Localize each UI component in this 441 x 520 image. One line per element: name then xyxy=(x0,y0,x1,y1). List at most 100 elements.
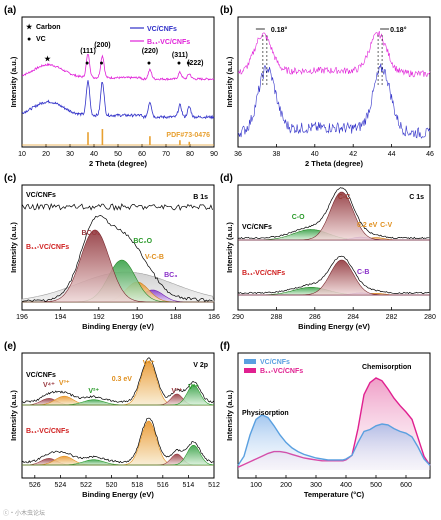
hkl-label: (200) xyxy=(94,42,110,49)
component-label: BCO₂ xyxy=(82,230,101,237)
x-tick-label: 288 xyxy=(271,314,283,321)
x-tick-label: 80 xyxy=(186,151,194,158)
component-label: V⁴⁺ xyxy=(43,382,55,389)
x-tick-label: 516 xyxy=(157,482,169,489)
panel-label: (b) xyxy=(220,5,233,16)
legend-item: B₁₁-VC/CNFs xyxy=(260,368,303,375)
x-axis-label: 2 Theta (degree) xyxy=(305,159,363,168)
y-axis-label: Intensity (a.u.) xyxy=(9,222,18,273)
legend-item: VC/CNFs xyxy=(260,359,290,366)
plot-frame xyxy=(237,352,431,479)
component-label: BC₂O xyxy=(133,238,152,245)
legend-vc: VC xyxy=(36,36,46,43)
peak-marker: ● xyxy=(147,60,151,67)
x-tick-label: 520 xyxy=(106,482,118,489)
component-label: BC₃ xyxy=(164,272,177,279)
component-label: C-V xyxy=(380,222,392,229)
hkl-label: (311) xyxy=(172,52,188,59)
x-tick-label: 50 xyxy=(114,151,122,158)
panel-label: (a) xyxy=(4,5,16,16)
x-tick-label: 192 xyxy=(93,314,105,321)
legend-item: VC/CNFs xyxy=(147,26,177,33)
pdf-label: PDF#73-0476 xyxy=(166,132,210,139)
fit-component xyxy=(22,384,215,406)
x-tick-label: 282 xyxy=(386,314,398,321)
series-line-b11 xyxy=(237,255,430,295)
fit-component xyxy=(238,259,430,296)
fit-component xyxy=(22,444,215,466)
series-line-vc xyxy=(21,202,213,212)
panel-label: (c) xyxy=(4,173,16,184)
x-tick-label: 30 xyxy=(66,151,74,158)
x-axis-label: Binding Energy (eV) xyxy=(298,322,370,331)
fit-component xyxy=(22,229,214,303)
x-tick-label: 522 xyxy=(80,482,92,489)
x-tick-label: 524 xyxy=(55,482,67,489)
component-label: C-B xyxy=(357,269,369,276)
y-axis-label: Intensity (a.u.) xyxy=(225,56,234,107)
legend-carbon: Carbon xyxy=(36,24,61,31)
x-tick-label: 500 xyxy=(370,482,382,489)
x-tick-label: 194 xyxy=(55,314,67,321)
component-label: C-O xyxy=(292,214,305,221)
panel-title: C 1s xyxy=(409,194,424,201)
hkl-label: (222) xyxy=(187,60,203,67)
series-line-b11 xyxy=(21,54,215,81)
x-tick-label: 526 xyxy=(29,482,41,489)
component-label: V⁴⁺ xyxy=(143,360,155,367)
x-tick-label: 514 xyxy=(183,482,195,489)
panel-label: (d) xyxy=(220,173,233,184)
legend-swatch xyxy=(244,359,256,364)
x-tick-label: 36 xyxy=(234,151,242,158)
peak-marker: ● xyxy=(99,60,103,67)
series-area xyxy=(238,414,430,470)
x-tick-label: 400 xyxy=(340,482,352,489)
sample-label: VC/CNFs xyxy=(26,192,56,199)
x-tick-label: 518 xyxy=(131,482,143,489)
x-tick-label: 300 xyxy=(310,482,322,489)
sample-label: VC/CNFs xyxy=(26,372,56,379)
shift-label: 0.18° xyxy=(271,26,288,34)
legend-swatch xyxy=(244,368,256,373)
x-tick-label: 290 xyxy=(232,314,244,321)
x-tick-label: 40 xyxy=(311,151,319,158)
fit-component xyxy=(238,191,430,241)
x-tick-label: 42 xyxy=(349,151,357,158)
x-tick-label: 60 xyxy=(138,151,146,158)
x-axis-label: Binding Energy (eV) xyxy=(82,322,154,331)
peak-marker: ● xyxy=(177,60,181,67)
annotation: Chemisorption xyxy=(362,364,411,371)
series-line-b11 xyxy=(237,31,431,78)
panel-title: V 2p xyxy=(193,362,208,369)
component-label: V-C-B xyxy=(145,254,164,261)
x-tick-label: 286 xyxy=(309,314,321,321)
series-line-vc xyxy=(237,187,430,240)
legend-marker: ● xyxy=(27,36,31,43)
x-tick-label: 20 xyxy=(42,151,50,158)
x-tick-label: 196 xyxy=(16,314,28,321)
sample-label: B₁₁-VC/CNFs xyxy=(242,270,285,277)
hkl-label: (220) xyxy=(142,48,158,55)
shift-label: 0.3 eV xyxy=(112,376,133,383)
shift-label: 0.18° xyxy=(390,26,407,34)
panel-label: (f) xyxy=(220,341,230,352)
component-label: V³⁺ xyxy=(172,388,183,395)
series-line-vc xyxy=(21,80,215,120)
x-tick-label: 38 xyxy=(273,151,281,158)
legend-marker: ★ xyxy=(26,23,33,31)
series-line xyxy=(237,413,431,466)
x-tick-label: 600 xyxy=(400,482,412,489)
plot-frame xyxy=(21,184,215,311)
plot-frame xyxy=(21,16,215,148)
series-line-b11 xyxy=(21,417,214,464)
peak-marker: ★ xyxy=(44,55,51,63)
series-line-vc xyxy=(237,63,431,139)
y-axis-label: Intensity (a.u.) xyxy=(225,222,234,273)
component-label: V²⁺ xyxy=(88,388,99,395)
legend-item: B₁₁-VC/CNFs xyxy=(147,39,190,46)
series-line-b11 xyxy=(21,215,213,303)
plot-frame xyxy=(237,184,431,311)
x-tick-label: 512 xyxy=(208,482,220,489)
component-label: C-C xyxy=(338,194,350,201)
